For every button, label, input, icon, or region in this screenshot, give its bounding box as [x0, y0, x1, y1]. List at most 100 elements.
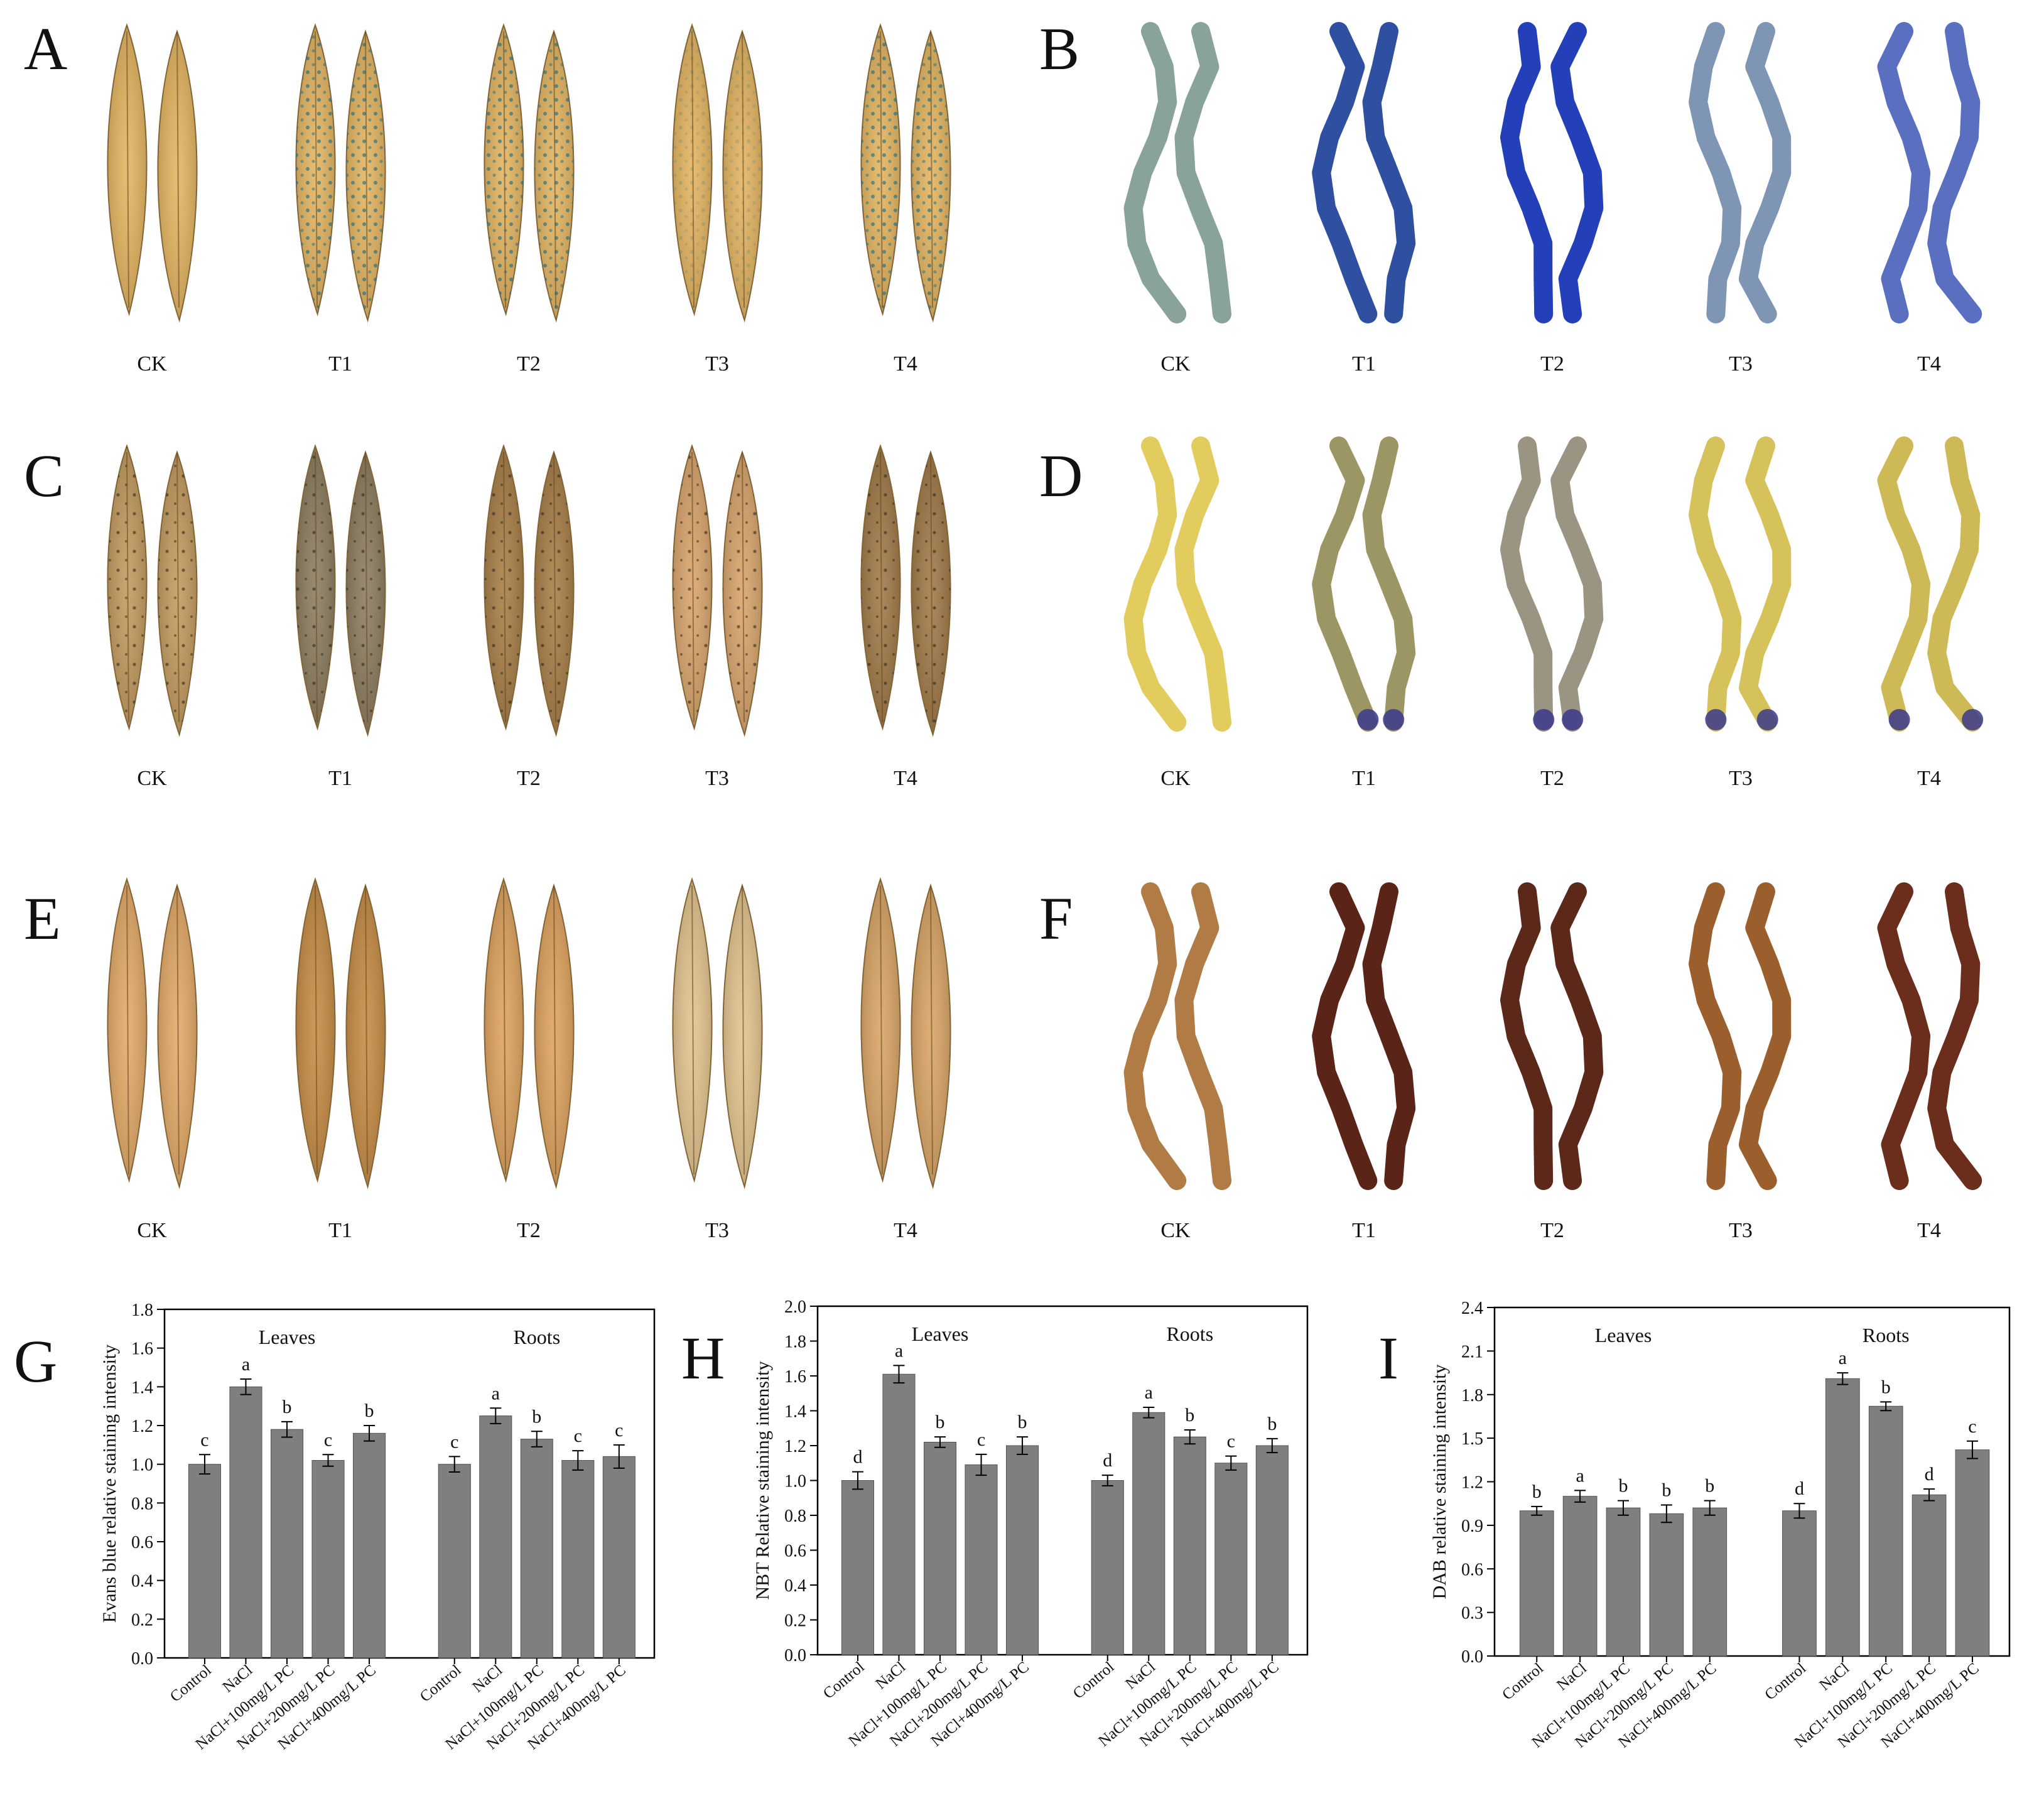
bar: [1955, 1449, 1990, 1657]
specimen-t2: T2: [1500, 436, 1604, 790]
leaf-shading: [158, 31, 197, 320]
specimen-ck: CK: [107, 23, 198, 376]
significance-letter: c: [200, 1429, 208, 1450]
stain-spots: [296, 25, 335, 314]
bar: [1692, 1507, 1728, 1657]
panel-e-letter: E: [24, 885, 61, 952]
specimen-label: T4: [894, 767, 917, 790]
specimen-t1: T1: [1312, 882, 1416, 1242]
panel-b-letter: B: [1039, 15, 1079, 82]
significance-letter: a: [1839, 1348, 1847, 1368]
significance-letter: a: [1145, 1382, 1153, 1403]
specimen-label: T1: [1352, 352, 1376, 376]
specimen-label: T3: [705, 1219, 729, 1242]
y-tick-label: 0.8: [784, 1507, 806, 1526]
y-tick-label: 1.4: [131, 1378, 153, 1397]
bar: [965, 1464, 998, 1655]
y-tick-label: 1.8: [1461, 1386, 1483, 1405]
specimen-label: T2: [1540, 1219, 1564, 1242]
root-shape: [1550, 22, 1604, 323]
specimen-t3: T3: [1689, 436, 1792, 790]
specimen-label: T4: [1917, 767, 1941, 790]
specimen-label: T2: [517, 1219, 541, 1242]
specimen-t2: T2: [1500, 882, 1604, 1242]
leaf-midrib: [691, 885, 695, 1175]
specimen-label: T1: [328, 1219, 352, 1242]
specimen-t1: T1: [1312, 436, 1416, 790]
panel-a: A CK T1 T2 T3 T4: [24, 15, 951, 376]
specimen-label: T4: [894, 1219, 917, 1242]
bar: [1825, 1378, 1860, 1657]
stain-spots: [484, 25, 524, 314]
root-tip-stain: [1962, 709, 1984, 730]
y-tick-label: 1.2: [784, 1437, 806, 1456]
specimen-label: T4: [894, 352, 917, 376]
leaf-shading: [296, 879, 335, 1181]
significance-letter: c: [450, 1431, 458, 1452]
plot-frame: [163, 1308, 656, 1659]
leaf-midrib: [691, 452, 695, 723]
root-shape: [1739, 22, 1792, 323]
bar: [1255, 1445, 1289, 1655]
root-shape: [1123, 436, 1187, 732]
y-tick-label: 0.6: [131, 1533, 153, 1552]
chart-panels: G 0.0 0.2 0.4 0.6 0.8 1.0 1.2 1.4 1.6 1.8 Evans blu…: [14, 1297, 2011, 1753]
stain-spots: [346, 31, 386, 320]
significance-letter: d: [1795, 1478, 1804, 1499]
y-tick-label: 1.6: [131, 1339, 153, 1359]
significance-letter: d: [853, 1447, 862, 1468]
y-tick-label: 1.2: [1461, 1473, 1483, 1493]
y-tick-label: 1.0: [131, 1456, 153, 1475]
y-tick-label: 1.6: [784, 1367, 806, 1387]
group-label: Roots: [1166, 1323, 1213, 1345]
panel-c-letter: C: [24, 442, 64, 509]
specimen-ck: CK: [1123, 882, 1231, 1242]
bar: [841, 1480, 875, 1655]
root-shape: [1362, 22, 1416, 323]
bar: [602, 1456, 635, 1659]
root-tip-stain: [1705, 709, 1727, 730]
significance-letter: a: [492, 1383, 500, 1404]
y-tick-label: 1.0: [784, 1472, 806, 1491]
bar: [352, 1432, 386, 1659]
y-tick-label: 2.4: [1461, 1299, 1483, 1318]
root-tip-stain: [1533, 709, 1555, 730]
stain-spots: [911, 31, 951, 320]
panel-d-letter: D: [1039, 442, 1083, 509]
significance-letter: b: [283, 1397, 292, 1417]
specimen-t2: T2: [484, 23, 575, 376]
bar: [270, 1429, 304, 1659]
panel-c: C CK T1 T2 T3 T4: [24, 442, 951, 790]
stain-spots: [534, 452, 574, 735]
bar: [1868, 1405, 1903, 1657]
specimen-ck: CK: [1123, 22, 1231, 376]
y-tick-label: 0.4: [131, 1572, 153, 1591]
group-label: Leaves: [1595, 1324, 1652, 1346]
leaf-midrib: [930, 452, 933, 723]
root-shape: [1174, 882, 1231, 1190]
significance-letter: c: [574, 1426, 582, 1446]
stain-spots: [861, 25, 900, 314]
specimen-label: CK: [1160, 1219, 1191, 1242]
y-tick-label: 0.8: [131, 1494, 153, 1513]
significance-letter: b: [1881, 1377, 1891, 1397]
root-shape: [1877, 882, 1931, 1190]
chart-h: H 0.0 0.2 0.4 0.6 0.8 1.0 1.2 1.4 1.6 1.8 2.0 NBT Re…: [681, 1297, 1309, 1750]
leaf-shading: [158, 885, 197, 1187]
bar: [1091, 1480, 1124, 1655]
stain-spots: [673, 25, 712, 314]
specimen-t3: T3: [1689, 882, 1792, 1242]
significance-letter: b: [1018, 1412, 1027, 1432]
panel-d: D CK T1 T2 T3 T4: [1039, 436, 1984, 790]
chart-i: I 0.0 0.3 0.6 0.9 1.2 1.5 1.8 2.1 2.4 DAB relative…: [1378, 1299, 2011, 1751]
leaf-midrib: [315, 885, 318, 1175]
leaf-shading: [861, 879, 900, 1181]
y-tick-label: 1.8: [784, 1333, 806, 1352]
specimen-label: T1: [1352, 1219, 1376, 1242]
leaf-midrib: [742, 452, 745, 723]
significance-letter: c: [1227, 1431, 1235, 1452]
